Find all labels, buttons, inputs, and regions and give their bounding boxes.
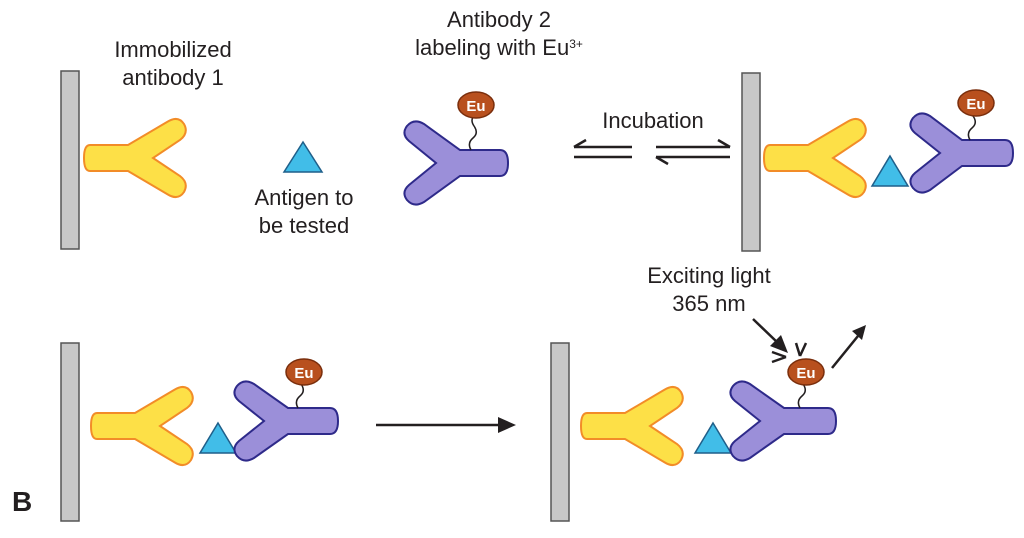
complex-antibody-1 [762,118,867,198]
complex-antibody-2 [909,112,1015,194]
eu-tag-1-text: Eu [466,98,485,115]
antibody2-label: Antibody 2 labeling with Eu3+ [404,6,594,62]
antigen-triangle [282,140,324,173]
solid-plate-1 [60,70,80,250]
emission-sparks [771,342,808,364]
labeled-antibody-2 [403,120,510,206]
bottom-antibody-1 [89,386,194,466]
bottom-antibody-2 [233,380,340,462]
eu-tag-3-text: Eu [294,365,313,382]
antibody2-label-sup: 3+ [569,37,583,51]
exciting-light-label: Exciting light 365 nm [619,262,799,318]
eu-tag-4-text: Eu [796,365,815,382]
antibody2-label-line2-text: labeling with Eu [415,35,570,60]
antibody1-label: Immobilized antibody 1 [98,36,248,92]
result-antigen [693,421,733,454]
exciting-light-label-line2: 365 nm [672,291,746,316]
antigen-label: Antigen to be tested [229,184,379,240]
antibody2-label-line2: labeling with Eu3+ [404,34,594,62]
antibody1-label-line1: Immobilized [114,37,232,62]
eu-tag-2: Eu [957,89,995,117]
antigen-label-line1: Antigen to [254,185,354,210]
eu-tag-2-text: Eu [966,96,985,113]
eu-tag-4: Eu [787,358,825,386]
result-antibody-2 [729,380,838,462]
exciting-light-arrow [752,318,788,353]
equilibrium-arrows [573,138,731,166]
solid-plate-4 [550,342,570,522]
solid-plate-3 [60,342,80,522]
process-arrow [376,417,516,433]
antibody2-label-line1: Antibody 2 [447,7,551,32]
complex-antigen [870,154,910,187]
exciting-light-label-line1: Exciting light [647,263,771,288]
eu-tag-1: Eu [457,91,495,119]
immobilized-antibody-1 [82,118,187,198]
emission-arrow [831,325,866,369]
antibody1-label-line2: antibody 1 [122,65,224,90]
result-antibody-1 [579,386,684,466]
linker-1 [468,115,477,151]
incubation-label: Incubation [602,108,704,133]
solid-plate-2 [741,72,761,252]
eu-tag-3: Eu [285,358,323,386]
panel-letter: B [12,486,33,517]
bottom-antigen [198,421,238,454]
antigen-label-line2: be tested [258,213,350,238]
